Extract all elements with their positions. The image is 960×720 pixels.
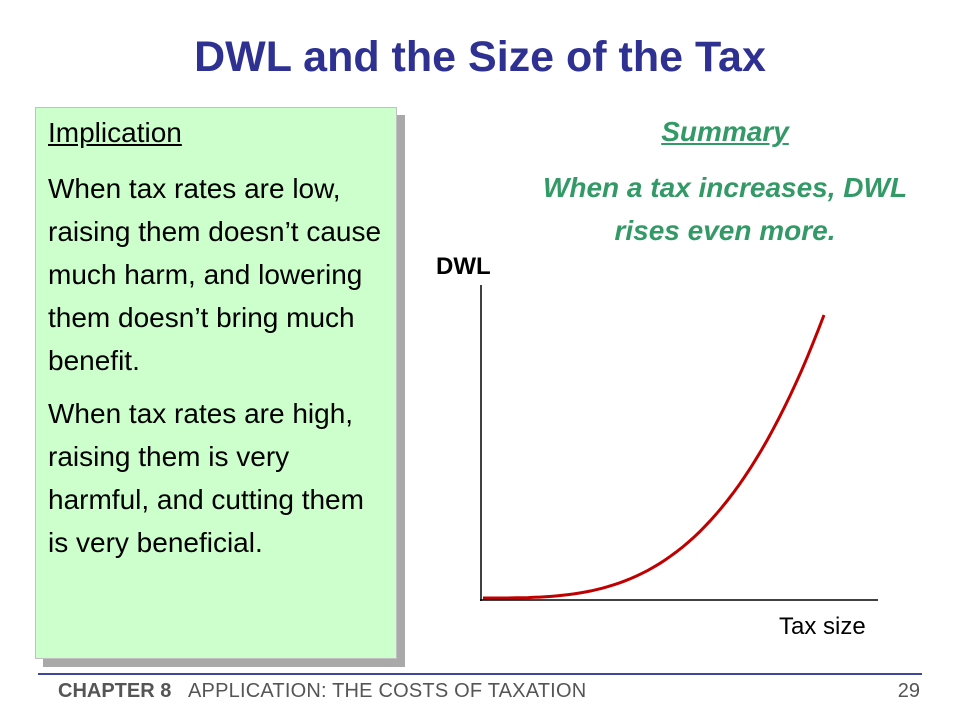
summary-heading: Summary	[661, 116, 789, 147]
dwl-curve	[483, 314, 826, 600]
footer-rule	[38, 673, 922, 675]
implication-paragraph-low-rates: When tax rates are low, raising them doe…	[48, 172, 382, 376]
x-axis-label: Tax size	[779, 613, 866, 640]
implication-box: Implication When tax rates are low, rais…	[35, 107, 397, 659]
footer-page-number: 29	[897, 680, 920, 702]
implication-paragraph-high-rates: When tax rates are high, raising them is…	[48, 397, 364, 558]
y-axis-label: DWL	[436, 253, 491, 280]
summary-text: When a tax increases, DWL rises even mor…	[542, 172, 908, 246]
implication-heading: Implication	[48, 117, 182, 148]
slide-title: DWL and the Size of the Tax	[194, 33, 766, 81]
footer-chapter: CHAPTER 8	[58, 680, 172, 702]
footer-chapter-title: APPLICATION: THE COSTS OF TAXATION	[188, 680, 587, 702]
